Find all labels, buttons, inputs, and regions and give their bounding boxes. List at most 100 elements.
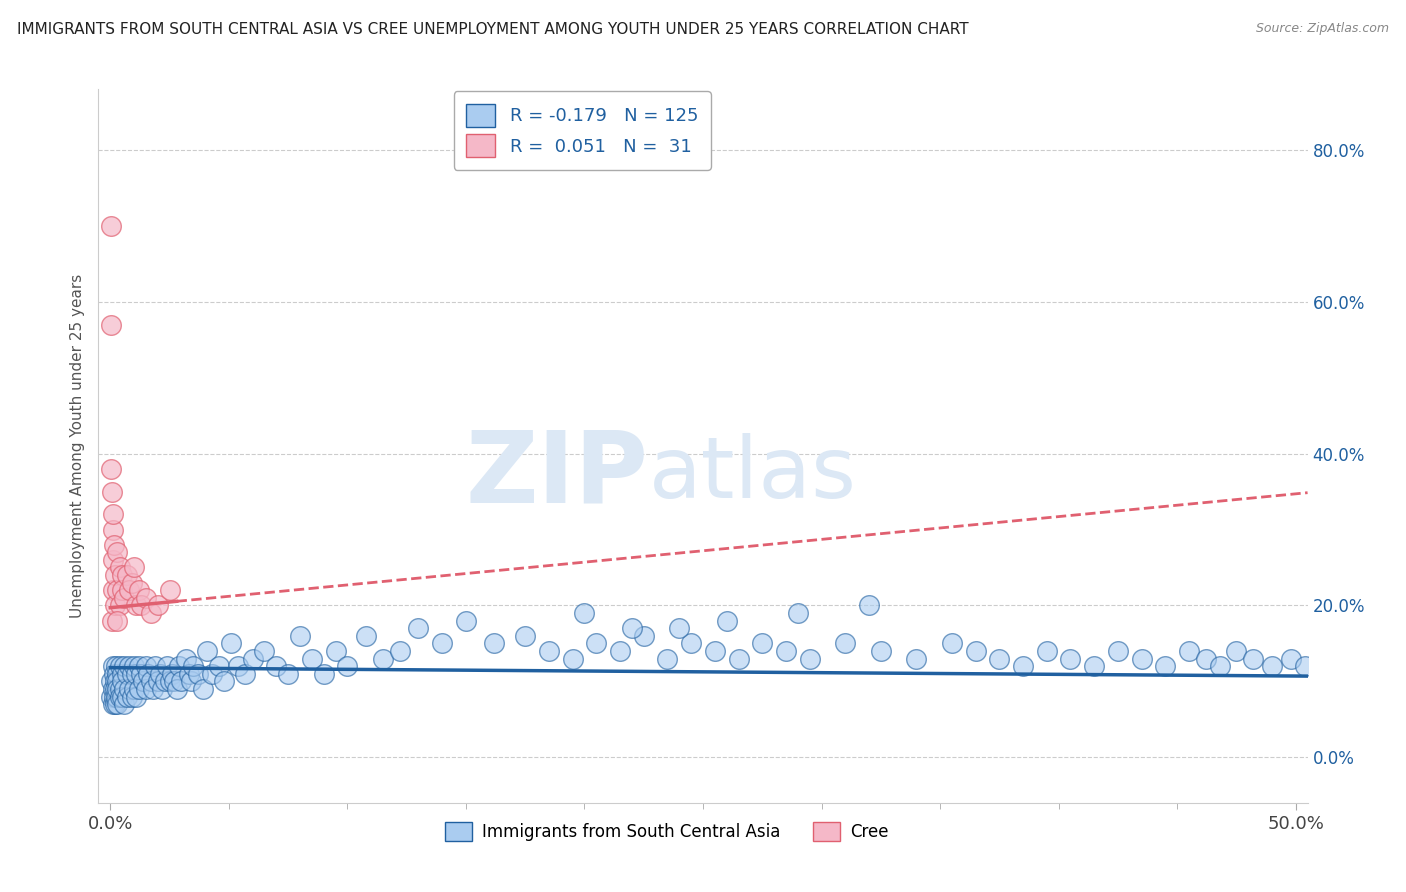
Point — [277, 666, 299, 681]
Point — [727, 651, 749, 665]
Point — [149, 666, 172, 681]
Point — [105, 659, 128, 673]
Point — [799, 651, 821, 665]
Point — [143, 659, 166, 673]
Point — [114, 697, 136, 711]
Point — [180, 674, 202, 689]
Point — [1261, 659, 1284, 673]
Point — [103, 666, 125, 681]
Point — [941, 636, 963, 650]
Point — [121, 575, 143, 590]
Point — [716, 614, 738, 628]
Point — [226, 659, 249, 673]
Point — [1294, 659, 1316, 673]
Point — [129, 666, 152, 681]
Point — [101, 614, 124, 628]
Point — [136, 666, 159, 681]
Point — [114, 659, 136, 673]
Point — [103, 690, 125, 704]
Point — [104, 681, 127, 696]
Point — [253, 644, 276, 658]
Point — [197, 644, 219, 658]
Point — [125, 666, 148, 681]
Point — [101, 523, 124, 537]
Point — [1241, 651, 1264, 665]
Point — [115, 690, 138, 704]
Point — [101, 583, 124, 598]
Point — [129, 599, 152, 613]
Point — [388, 644, 411, 658]
Point — [657, 651, 679, 665]
Legend: Immigrants from South Central Asia, Cree: Immigrants from South Central Asia, Cree — [439, 815, 896, 848]
Point — [166, 681, 188, 696]
Point — [139, 674, 162, 689]
Point — [118, 583, 141, 598]
Point — [1209, 659, 1232, 673]
Point — [1107, 644, 1129, 658]
Point — [187, 666, 209, 681]
Point — [153, 674, 176, 689]
Point — [1012, 659, 1035, 673]
Point — [212, 674, 235, 689]
Point — [301, 651, 323, 665]
Point — [108, 599, 131, 613]
Point — [121, 666, 143, 681]
Point — [152, 681, 174, 696]
Point — [104, 697, 127, 711]
Point — [132, 674, 155, 689]
Point — [620, 621, 643, 635]
Point — [135, 591, 157, 605]
Point — [101, 553, 124, 567]
Point — [167, 659, 190, 673]
Point — [988, 651, 1011, 665]
Point — [1083, 659, 1105, 673]
Point — [105, 681, 128, 696]
Text: atlas: atlas — [648, 433, 856, 516]
Point — [118, 681, 141, 696]
Point — [869, 644, 891, 658]
Point — [142, 681, 165, 696]
Text: ZIP: ZIP — [465, 426, 648, 523]
Point — [159, 674, 181, 689]
Point — [965, 644, 987, 658]
Point — [325, 644, 347, 658]
Point — [101, 697, 124, 711]
Point — [111, 583, 134, 598]
Point — [703, 644, 725, 658]
Point — [128, 681, 150, 696]
Point — [585, 636, 607, 650]
Point — [101, 484, 124, 499]
Point — [105, 583, 128, 598]
Point — [118, 659, 141, 673]
Point — [1154, 659, 1177, 673]
Point — [264, 659, 287, 673]
Point — [235, 666, 257, 681]
Point — [108, 690, 131, 704]
Point — [356, 629, 378, 643]
Point — [174, 651, 197, 665]
Point — [105, 614, 128, 628]
Point — [125, 690, 148, 704]
Point — [191, 681, 214, 696]
Point — [139, 606, 162, 620]
Point — [146, 674, 169, 689]
Point — [101, 659, 124, 673]
Point — [561, 651, 583, 665]
Point — [751, 636, 773, 650]
Point — [105, 690, 128, 704]
Point — [834, 636, 856, 650]
Point — [515, 629, 537, 643]
Text: IMMIGRANTS FROM SOUTH CENTRAL ASIA VS CREE UNEMPLOYMENT AMONG YOUTH UNDER 25 YEA: IMMIGRANTS FROM SOUTH CENTRAL ASIA VS CR… — [17, 22, 969, 37]
Point — [177, 666, 200, 681]
Point — [786, 606, 808, 620]
Point — [242, 651, 264, 665]
Point — [100, 690, 122, 704]
Point — [100, 219, 122, 233]
Point — [111, 666, 134, 681]
Point — [454, 614, 477, 628]
Point — [160, 666, 183, 681]
Point — [100, 318, 122, 332]
Point — [111, 674, 134, 689]
Point — [104, 674, 127, 689]
Point — [170, 674, 193, 689]
